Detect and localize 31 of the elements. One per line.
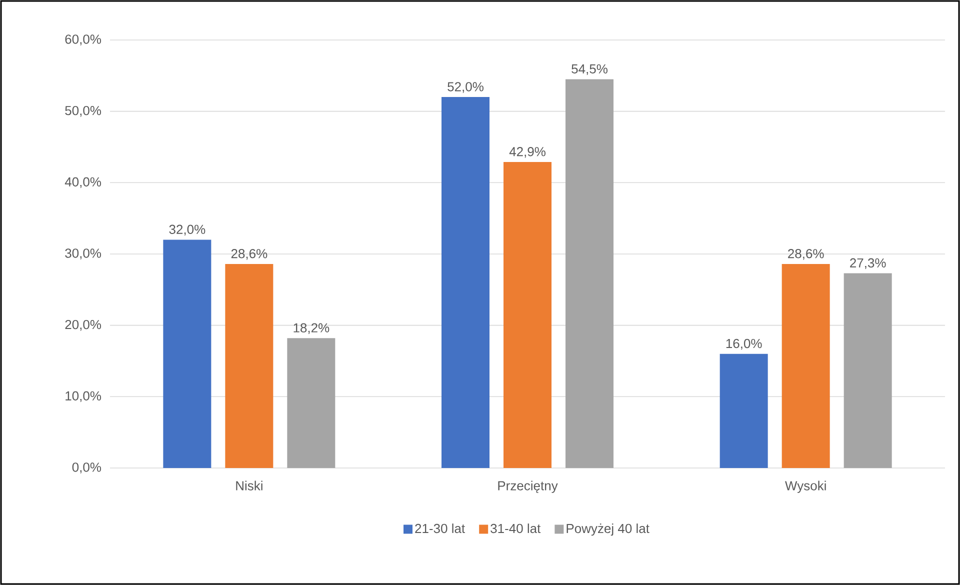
y-tick-label: 20,0%	[65, 320, 102, 331]
bar	[504, 162, 552, 468]
bar	[225, 264, 274, 468]
y-tick-label: 50,0%	[65, 106, 102, 117]
data-label: 27,3%	[850, 258, 886, 270]
bar	[720, 354, 768, 468]
y-tick-label: 10,0%	[66, 391, 102, 402]
legend-label: 21-30 lat	[415, 524, 465, 534]
bar	[442, 97, 490, 468]
y-tick-label: 60,0%	[65, 34, 102, 46]
data-label: 18,2%	[294, 323, 330, 334]
legend-label: Powyżej 40 lat	[566, 524, 650, 536]
x-tick-label: Niski	[236, 480, 262, 490]
y-tick-label: 30,0%	[65, 248, 102, 260]
bar	[844, 273, 892, 468]
y-tick-label: 40,0%	[64, 177, 102, 188]
data-label: 28,6%	[788, 249, 824, 260]
x-tick-label: Wysoki	[785, 480, 826, 493]
bar	[163, 240, 212, 468]
bar	[287, 338, 336, 468]
data-label: 32,0%	[169, 224, 206, 236]
data-label: 54,5%	[572, 64, 608, 76]
bar	[566, 79, 614, 468]
legend-label: 31-40 lat	[490, 524, 541, 534]
y-tick-label: 0,0%	[72, 462, 102, 474]
bar	[782, 264, 830, 468]
data-label: 28,6%	[231, 249, 268, 260]
data-label: 16,0%	[726, 338, 762, 350]
x-tick-label: Przeciętny	[498, 480, 558, 493]
data-label: 52,0%	[448, 82, 484, 93]
data-label: 42,9%	[509, 147, 546, 158]
